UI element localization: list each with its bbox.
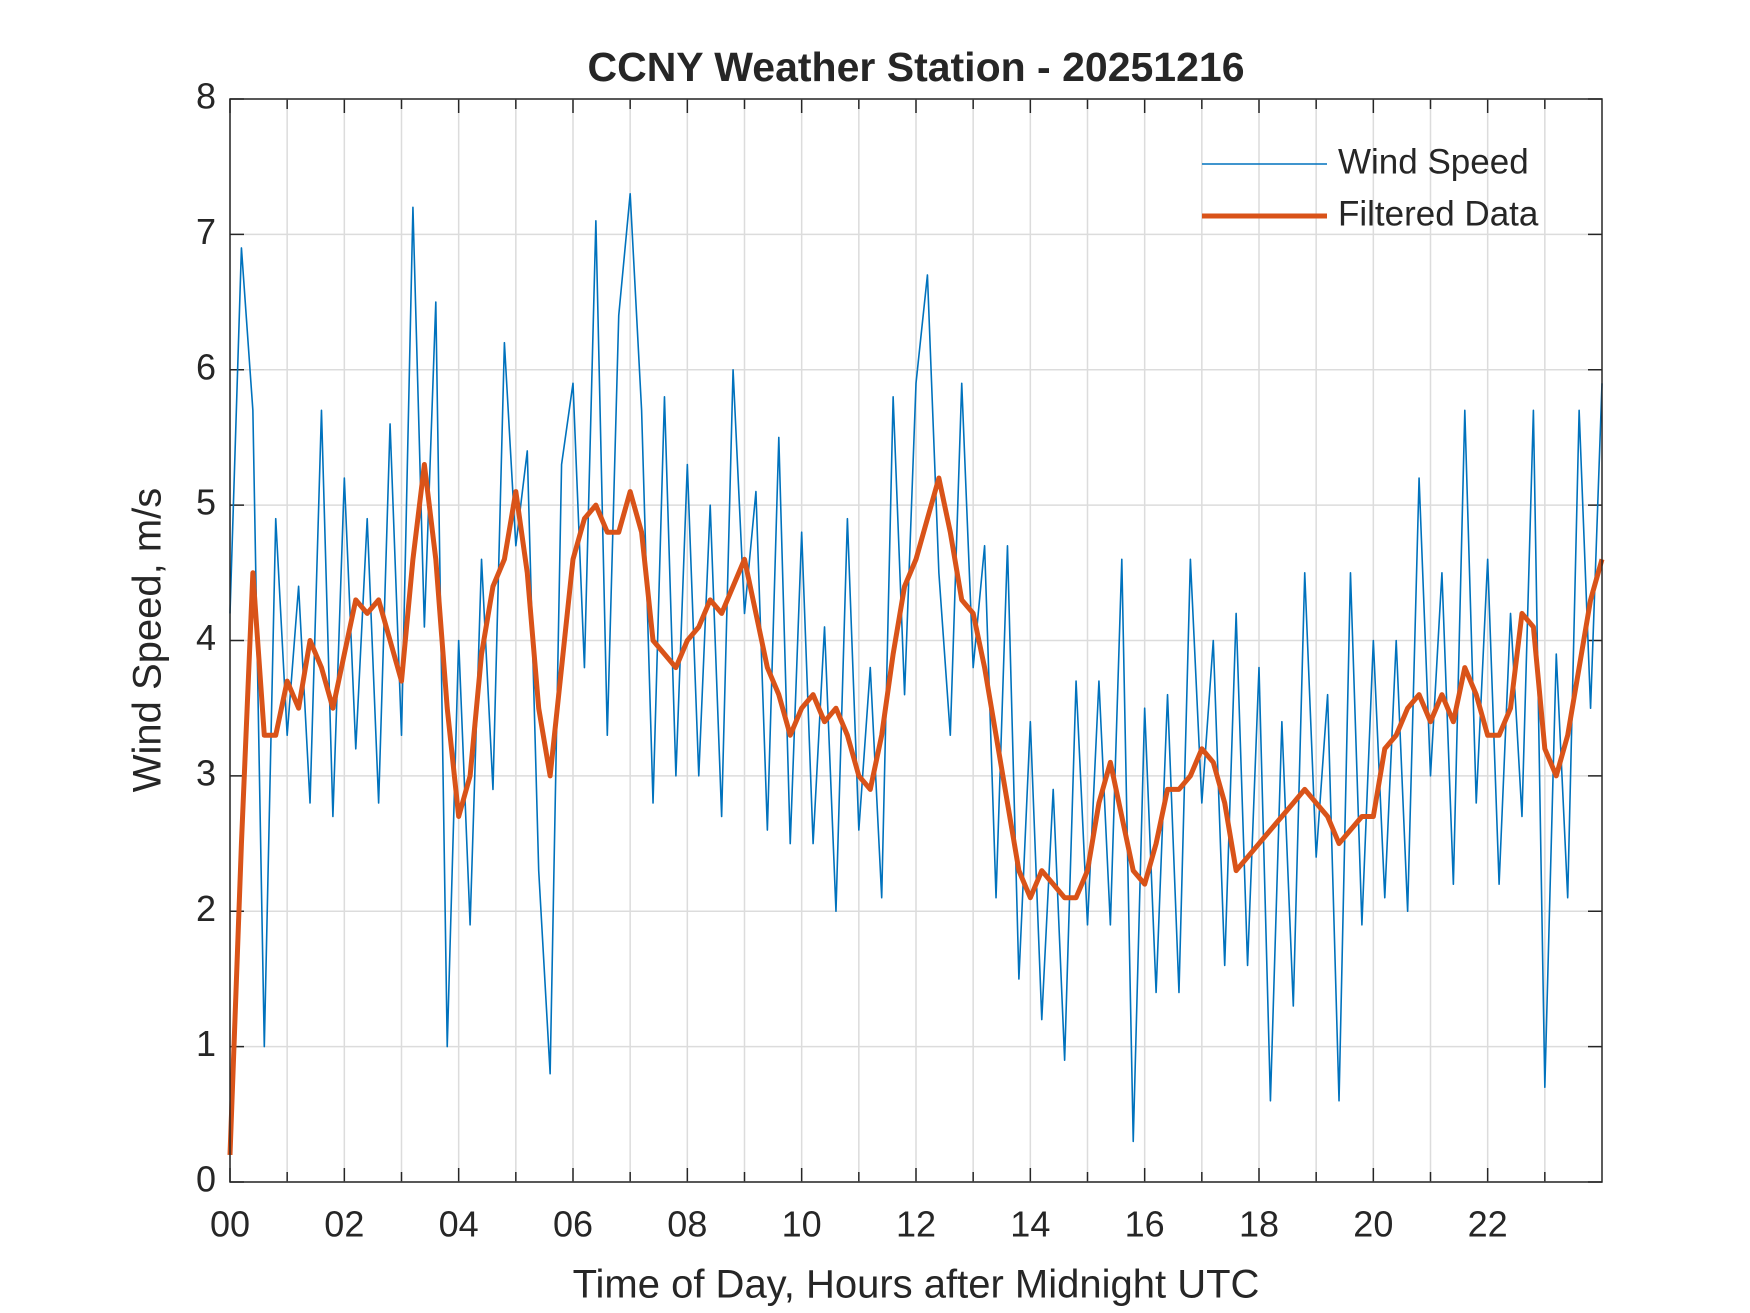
x-tick-label: 12 (896, 1204, 936, 1245)
legend-label: Filtered Data (1338, 194, 1539, 233)
x-tick-label: 02 (324, 1204, 364, 1245)
y-tick-label: 6 (196, 346, 216, 387)
legend-label: Wind Speed (1338, 142, 1529, 181)
y-axis-label: Wind Speed, m/s (126, 488, 170, 793)
x-tick-label: 06 (553, 1204, 593, 1245)
x-axis-label: Time of Day, Hours after Midnight UTC (573, 1263, 1260, 1307)
x-tick-label: 14 (1010, 1204, 1050, 1245)
x-tick-label: 22 (1468, 1204, 1508, 1245)
chart-title: CCNY Weather Station - 20251216 (587, 44, 1244, 90)
x-tick-label: 18 (1239, 1204, 1279, 1245)
y-tick-label: 1 (196, 1023, 216, 1064)
y-tick-label: 2 (196, 888, 216, 929)
data-line (229, 192, 1603, 1143)
x-tick-label: 00 (210, 1204, 250, 1245)
y-tick-label: 8 (196, 76, 216, 117)
y-tick-label: 4 (196, 617, 216, 658)
axes-box (229, 98, 1603, 1183)
data-line (227, 462, 1605, 1156)
x-tick-label: 04 (439, 1204, 479, 1245)
x-tick-label: 08 (667, 1204, 707, 1245)
y-tick-label: 5 (196, 482, 216, 523)
x-tick-label: 10 (782, 1204, 822, 1245)
y-tick-label: 3 (196, 752, 216, 793)
y-tick-label: 7 (196, 211, 216, 252)
x-tick-label: 16 (1125, 1204, 1165, 1245)
y-tick-label: 0 (196, 1159, 216, 1200)
x-tick-label: 20 (1353, 1204, 1393, 1245)
